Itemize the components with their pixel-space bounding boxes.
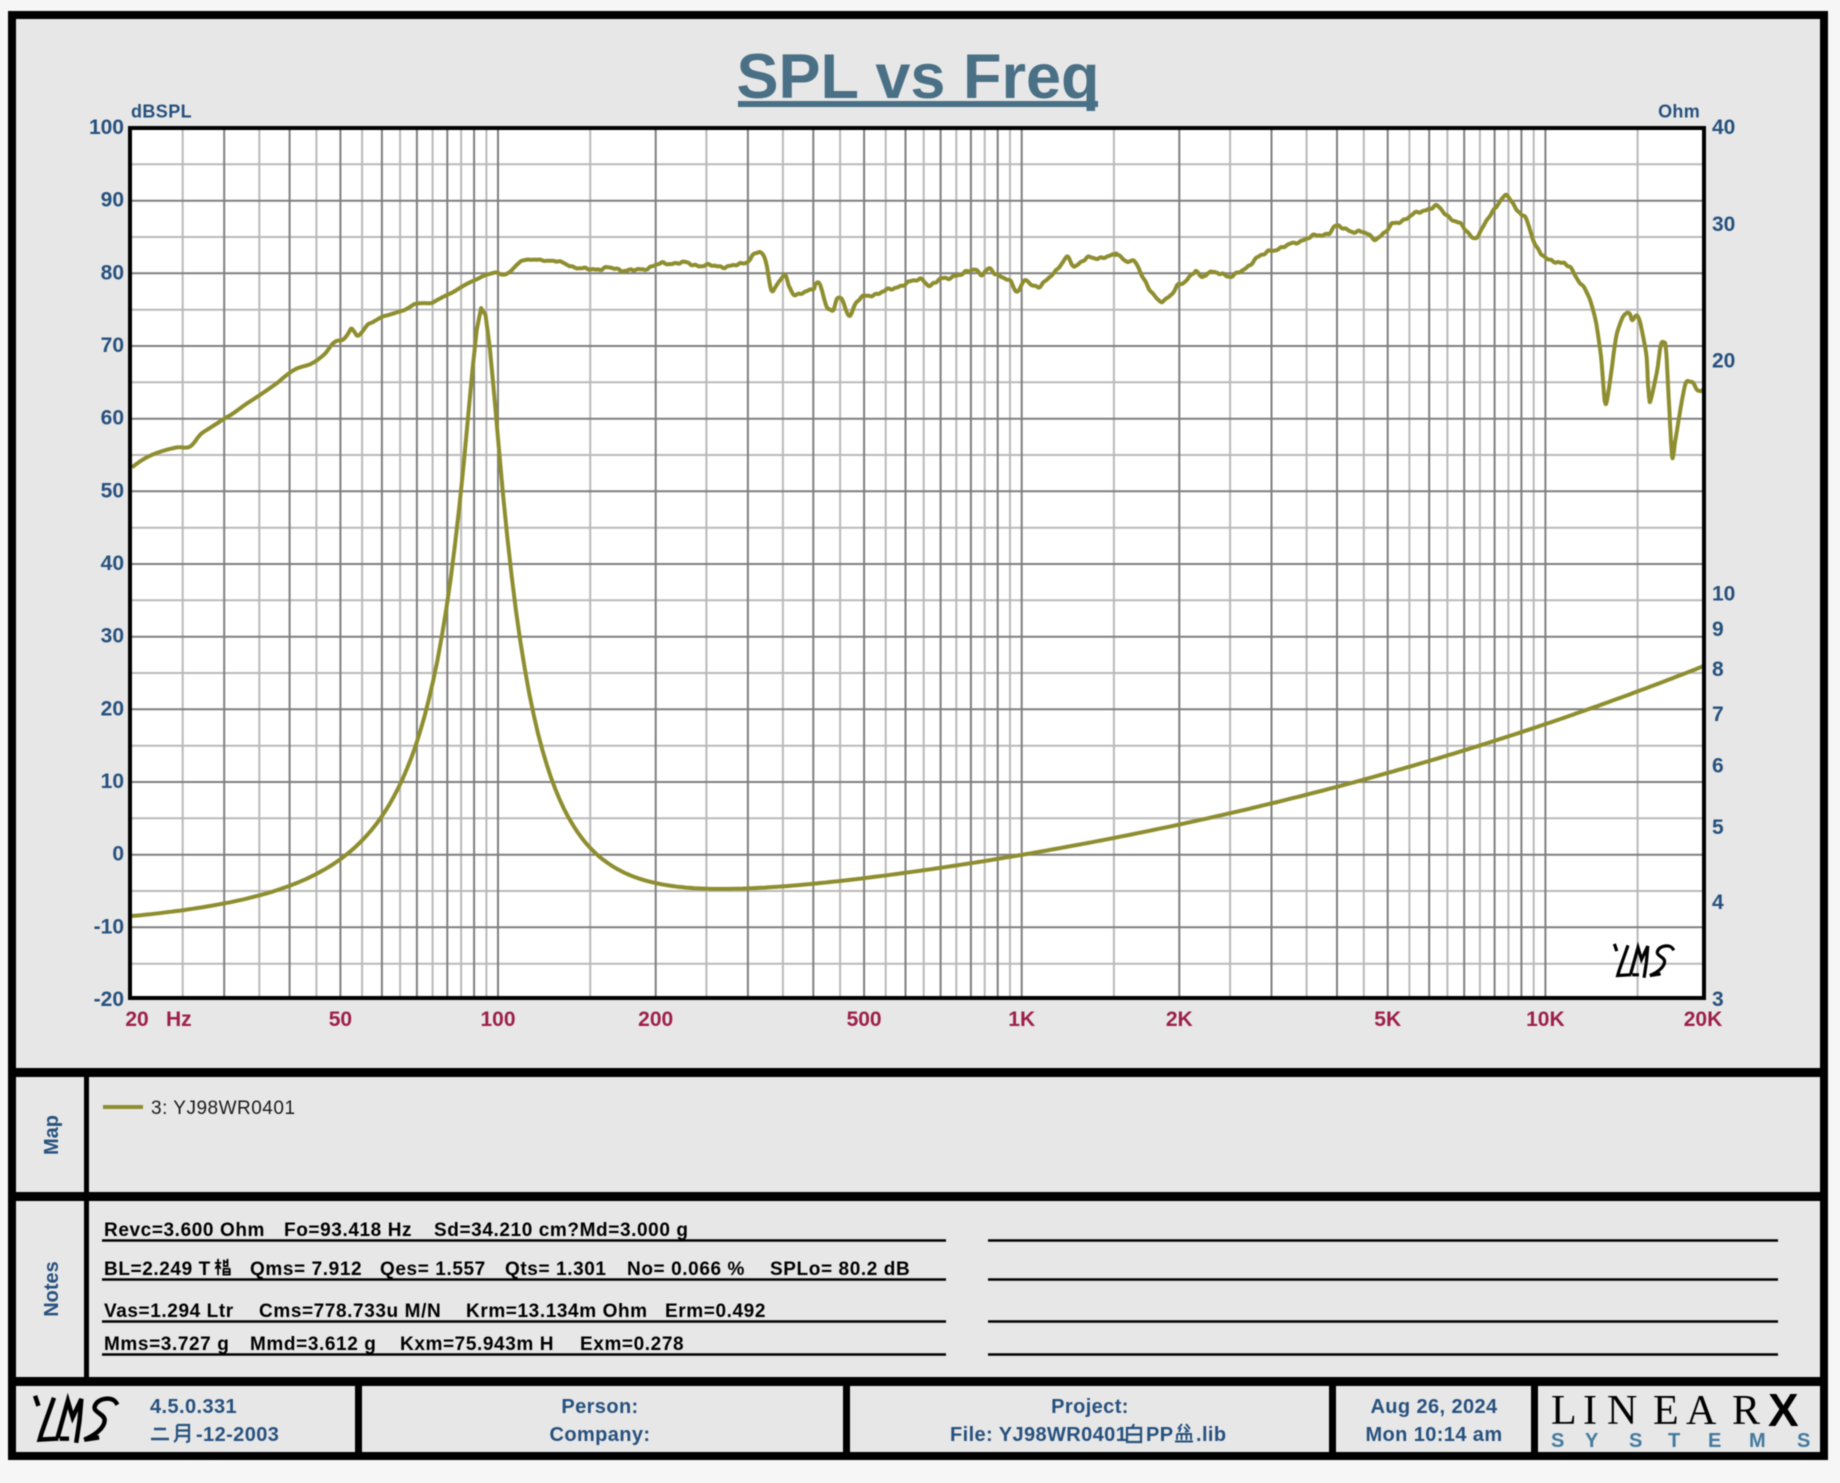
- svg-text:No= 0.066 %: No= 0.066 %: [627, 1259, 745, 1280]
- svg-text:50: 50: [329, 1008, 352, 1031]
- svg-text:Cms=778.733u M/N: Cms=778.733u M/N: [259, 1301, 441, 1322]
- svg-text:Hz: Hz: [166, 1008, 192, 1031]
- svg-text:30: 30: [1712, 213, 1735, 236]
- svg-text:T: T: [1668, 1430, 1680, 1452]
- svg-text:Revc=3.600 Ohm: Revc=3.600 Ohm: [104, 1220, 265, 1241]
- svg-text:N: N: [1607, 1388, 1637, 1434]
- svg-text:9: 9: [1712, 618, 1724, 641]
- svg-text:0: 0: [112, 843, 124, 866]
- svg-text:3: YJ98WR0401: 3: YJ98WR0401: [151, 1098, 296, 1119]
- svg-text:10: 10: [101, 770, 124, 793]
- svg-text:-12-2003: -12-2003: [196, 1424, 279, 1446]
- svg-text:100: 100: [89, 116, 124, 139]
- svg-text:70: 70: [101, 334, 124, 357]
- svg-text:20K: 20K: [1684, 1008, 1723, 1031]
- svg-text:Map: Map: [41, 1115, 63, 1155]
- svg-text:E: E: [1653, 1388, 1679, 1434]
- svg-text:Vas=1.294 Ltr: Vas=1.294 Ltr: [104, 1301, 234, 1322]
- svg-text:S: S: [1797, 1430, 1810, 1452]
- svg-text:50: 50: [101, 479, 124, 502]
- svg-text:File: YJ98WR0401: File: YJ98WR0401: [950, 1424, 1127, 1446]
- svg-text:Kxm=75.943m H: Kxm=75.943m H: [400, 1334, 554, 1355]
- svg-text:Qts= 1.301: Qts= 1.301: [505, 1259, 607, 1280]
- svg-text:I: I: [1583, 1388, 1597, 1434]
- svg-text:X: X: [1768, 1384, 1799, 1436]
- svg-text:PP: PP: [1146, 1424, 1173, 1446]
- svg-text:Ohm: Ohm: [1658, 102, 1700, 122]
- svg-text:2K: 2K: [1166, 1008, 1193, 1031]
- svg-text:-10: -10: [94, 915, 124, 938]
- svg-text:Sd=34.210 cm?Md=3.000 g: Sd=34.210 cm?Md=3.000 g: [434, 1220, 689, 1241]
- svg-text:.lib: .lib: [1196, 1424, 1227, 1446]
- svg-text:R: R: [1732, 1388, 1760, 1434]
- svg-text:Notes: Notes: [41, 1261, 63, 1317]
- svg-text:Krm=13.134m Ohm: Krm=13.134m Ohm: [466, 1301, 648, 1322]
- svg-text:4: 4: [1712, 891, 1724, 914]
- svg-text:Qms= 7.912: Qms= 7.912: [250, 1259, 362, 1280]
- svg-text:200: 200: [638, 1008, 673, 1031]
- svg-text:7: 7: [1712, 703, 1724, 726]
- svg-text:10: 10: [1712, 583, 1735, 606]
- svg-text:S: S: [1551, 1430, 1564, 1452]
- svg-text:-20: -20: [94, 988, 124, 1011]
- svg-text:40: 40: [101, 552, 124, 575]
- svg-text:dBSPL: dBSPL: [131, 102, 192, 122]
- svg-text:Erm=0.492: Erm=0.492: [665, 1301, 766, 1322]
- svg-text:SPLo= 80.2 dB: SPLo= 80.2 dB: [770, 1259, 910, 1280]
- svg-text:60: 60: [101, 407, 124, 430]
- svg-text:Fo=93.418 Hz: Fo=93.418 Hz: [284, 1220, 412, 1241]
- svg-text:Y: Y: [1585, 1430, 1599, 1452]
- svg-text:E: E: [1708, 1430, 1721, 1452]
- svg-text:3: 3: [1712, 988, 1724, 1011]
- svg-text:4.5.0.331: 4.5.0.331: [150, 1396, 237, 1418]
- svg-text:20: 20: [125, 1008, 148, 1031]
- svg-text:10K: 10K: [1526, 1008, 1565, 1031]
- svg-text:Project:: Project:: [1051, 1396, 1129, 1418]
- svg-text:BL=2.249 T: BL=2.249 T: [104, 1259, 211, 1280]
- svg-text:500: 500: [847, 1008, 882, 1031]
- svg-text:90: 90: [101, 189, 124, 212]
- svg-text:Aug 26, 2024: Aug 26, 2024: [1370, 1396, 1498, 1418]
- svg-text:30: 30: [101, 625, 124, 648]
- svg-text:Mmd=3.612 g: Mmd=3.612 g: [250, 1334, 376, 1355]
- svg-text:Company:: Company:: [550, 1424, 651, 1446]
- svg-text:80: 80: [101, 261, 124, 284]
- svg-text:Mon 10:14 am: Mon 10:14 am: [1365, 1424, 1502, 1446]
- svg-text:L: L: [1551, 1388, 1577, 1434]
- svg-text:Mms=3.727 g: Mms=3.727 g: [104, 1334, 229, 1355]
- svg-text:1K: 1K: [1008, 1008, 1035, 1031]
- svg-text:20: 20: [1712, 349, 1735, 372]
- svg-text:20: 20: [101, 697, 124, 720]
- svg-text:Qes= 1.557: Qes= 1.557: [380, 1259, 486, 1280]
- svg-text:40: 40: [1712, 116, 1735, 139]
- svg-text:S: S: [1629, 1430, 1642, 1452]
- svg-text:SPL vs Freq: SPL vs Freq: [737, 42, 1100, 112]
- svg-text:6: 6: [1712, 755, 1724, 778]
- svg-text:100: 100: [480, 1008, 515, 1031]
- svg-text:5: 5: [1712, 816, 1724, 839]
- svg-text:A: A: [1686, 1388, 1717, 1434]
- svg-text:M: M: [1749, 1430, 1766, 1452]
- svg-text:5K: 5K: [1374, 1008, 1401, 1031]
- svg-text:Person:: Person:: [561, 1396, 638, 1418]
- svg-text:8: 8: [1712, 658, 1724, 681]
- svg-text:Exm=0.278: Exm=0.278: [580, 1334, 684, 1355]
